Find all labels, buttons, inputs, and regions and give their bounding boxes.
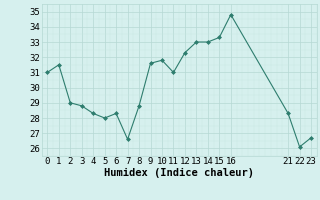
X-axis label: Humidex (Indice chaleur): Humidex (Indice chaleur) [104, 168, 254, 178]
